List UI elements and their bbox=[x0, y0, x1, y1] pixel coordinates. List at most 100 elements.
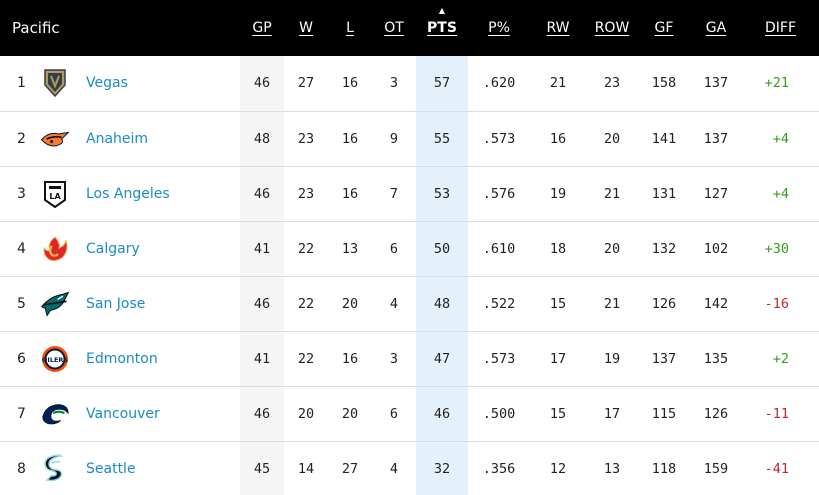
row-cell: 23 bbox=[603, 75, 621, 92]
col-diff-header[interactable]: DIFF bbox=[764, 20, 796, 36]
rw-cell: 19 bbox=[549, 185, 567, 202]
col-ot-header[interactable]: OT bbox=[384, 20, 404, 36]
col-l-header[interactable]: L bbox=[346, 20, 354, 36]
col-w-header[interactable]: W bbox=[299, 20, 313, 36]
vancouver-logo-icon[interactable] bbox=[40, 399, 70, 429]
team-name-link[interactable]: San Jose bbox=[86, 295, 146, 312]
l-cell: 20 bbox=[341, 295, 359, 312]
gf-cell: 141 bbox=[651, 130, 677, 147]
l-cell: 16 bbox=[341, 130, 359, 147]
ga-cell: 159 bbox=[703, 460, 729, 477]
vegas-logo-icon[interactable] bbox=[40, 68, 70, 98]
row-cell: 21 bbox=[603, 295, 621, 312]
team-name-link[interactable]: Calgary bbox=[86, 240, 140, 257]
col-gf-header[interactable]: GF bbox=[654, 20, 674, 36]
team-cell: Seattle bbox=[40, 441, 240, 495]
w-cell: 14 bbox=[297, 460, 315, 477]
rw-cell: 12 bbox=[549, 460, 567, 477]
diff-cell: -16 bbox=[764, 295, 789, 312]
row-cell: 19 bbox=[603, 350, 621, 367]
pts-cell: 50 bbox=[416, 221, 468, 276]
pts-cell: 53 bbox=[416, 166, 468, 221]
gp-cell: 46 bbox=[240, 276, 284, 331]
anaheim-logo-icon[interactable] bbox=[40, 124, 70, 154]
team-cell: Vegas bbox=[40, 56, 240, 111]
gp-cell: 46 bbox=[240, 56, 284, 111]
w-cell: 22 bbox=[297, 350, 315, 367]
table-row: 8 Seattle 45 14 27 4 32 .356 12 13 118 159 -41 bbox=[0, 441, 819, 495]
gp-cell: 46 bbox=[240, 166, 284, 221]
gf-cell: 126 bbox=[651, 295, 677, 312]
gp-cell: 41 bbox=[240, 221, 284, 276]
team-name-link[interactable]: Los Angeles bbox=[86, 185, 170, 202]
team-cell: LA Los Angeles bbox=[40, 166, 240, 221]
division-title: Pacific bbox=[12, 19, 60, 37]
team-name-link[interactable]: Vegas bbox=[86, 75, 128, 92]
team-name-link[interactable]: Vancouver bbox=[86, 405, 160, 422]
ot-cell: 7 bbox=[389, 185, 399, 202]
team-cell: OILERS Edmonton bbox=[40, 331, 240, 386]
l-cell: 16 bbox=[341, 350, 359, 367]
table-row: 5 San Jose 46 22 20 4 48 .522 15 21 126 142 -16 bbox=[0, 276, 819, 331]
rank-cell: 2 bbox=[17, 130, 26, 147]
rank-cell: 7 bbox=[17, 405, 26, 422]
pct-cell: .573 bbox=[482, 130, 516, 147]
ga-cell: 126 bbox=[703, 405, 729, 422]
ot-cell: 3 bbox=[389, 75, 399, 92]
col-pts-header[interactable]: ▲ PTS bbox=[427, 6, 457, 37]
rank-cell: 4 bbox=[17, 240, 26, 257]
team-name-link[interactable]: Seattle bbox=[86, 460, 136, 477]
col-rw-header[interactable]: RW bbox=[546, 20, 570, 36]
table-row: 4 Calgary 41 22 13 6 50 .610 18 20 132 102 +30 bbox=[0, 221, 819, 276]
diff-cell: +21 bbox=[764, 75, 789, 92]
pct-cell: .356 bbox=[482, 460, 516, 477]
pct-cell: .522 bbox=[482, 295, 516, 312]
gf-cell: 132 bbox=[651, 240, 677, 257]
team-name-link[interactable]: Edmonton bbox=[86, 350, 158, 367]
table-row: 1 Vegas 46 27 16 3 57 .620 21 23 158 137 +21 bbox=[0, 56, 819, 111]
col-gp-header[interactable]: GP bbox=[252, 20, 272, 36]
diff-cell: -11 bbox=[764, 405, 789, 422]
gp-cell: 41 bbox=[240, 331, 284, 386]
col-ga-header[interactable]: GA bbox=[705, 20, 727, 36]
row-cell: 20 bbox=[603, 130, 621, 147]
team-name-link[interactable]: Anaheim bbox=[86, 130, 149, 147]
san-jose-logo-icon[interactable] bbox=[40, 289, 70, 319]
rw-cell: 15 bbox=[549, 295, 567, 312]
header-row: Pacific GP W L OT ▲ PTS P% RW ROW GF GA … bbox=[0, 0, 819, 56]
ot-cell: 6 bbox=[389, 405, 399, 422]
calgary-logo-icon[interactable] bbox=[40, 234, 70, 264]
rw-cell: 21 bbox=[549, 75, 567, 92]
gf-cell: 137 bbox=[651, 350, 677, 367]
team-cell: Calgary bbox=[40, 221, 240, 276]
col-row-header[interactable]: ROW bbox=[594, 20, 630, 36]
l-cell: 16 bbox=[341, 185, 359, 202]
pts-cell: 32 bbox=[416, 441, 468, 495]
table-row: 7 Vancouver 46 20 20 6 46 .500 15 17 115 126 -11 bbox=[0, 386, 819, 441]
pct-cell: .610 bbox=[482, 240, 516, 257]
ot-cell: 4 bbox=[389, 460, 399, 477]
los-angeles-logo-icon[interactable]: LA bbox=[40, 179, 70, 209]
row-cell: 17 bbox=[603, 405, 621, 422]
seattle-logo-icon[interactable] bbox=[40, 453, 70, 484]
col-pct-header[interactable]: P% bbox=[488, 20, 510, 36]
gf-cell: 131 bbox=[651, 185, 677, 202]
rank-cell: 6 bbox=[17, 350, 26, 367]
ga-cell: 127 bbox=[703, 185, 729, 202]
pts-cell: 48 bbox=[416, 276, 468, 331]
edmonton-logo-icon[interactable]: OILERS bbox=[40, 344, 70, 374]
ga-cell: 142 bbox=[703, 295, 729, 312]
table-row: 3 LA Los Angeles 46 23 16 7 53 .576 19 21 131 127 +4 bbox=[0, 166, 819, 221]
rw-cell: 16 bbox=[549, 130, 567, 147]
gf-cell: 115 bbox=[651, 405, 677, 422]
rank-cell: 8 bbox=[17, 460, 26, 477]
pct-cell: .620 bbox=[482, 75, 516, 92]
svg-text:OILERS: OILERS bbox=[42, 356, 69, 364]
w-cell: 22 bbox=[297, 295, 315, 312]
rank-cell: 3 bbox=[17, 185, 26, 202]
pts-cell: 57 bbox=[416, 56, 468, 111]
gf-cell: 158 bbox=[651, 75, 677, 92]
w-cell: 22 bbox=[297, 240, 315, 257]
pct-cell: .573 bbox=[482, 350, 516, 367]
